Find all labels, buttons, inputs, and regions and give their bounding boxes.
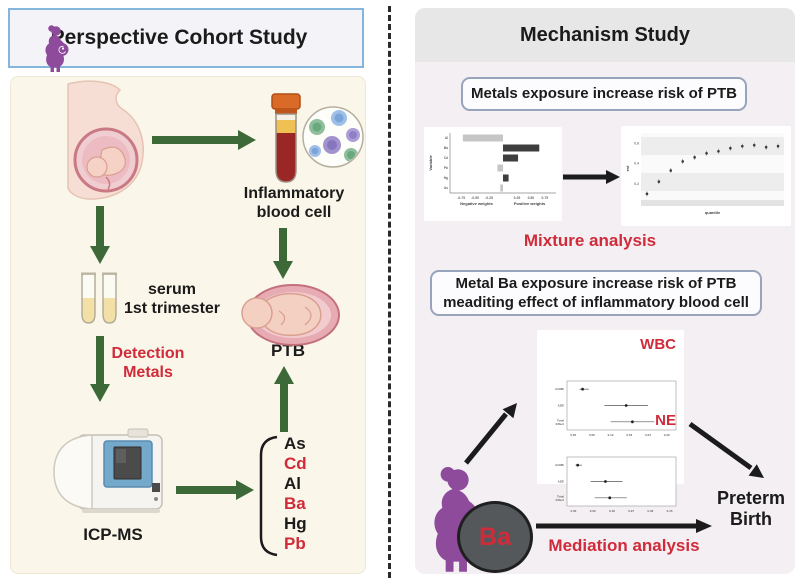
mediation-analysis-label: Mediation analysis <box>548 536 700 555</box>
svg-text:Positive weights: Positive weights <box>514 201 546 206</box>
svg-text:0.50: 0.50 <box>528 196 535 200</box>
svg-text:0.27: 0.27 <box>628 509 634 513</box>
svg-text:Ba: Ba <box>444 146 448 150</box>
icpms-machine-illustration <box>53 428 163 513</box>
ba-circle: Ba <box>457 501 533 573</box>
svg-text:0.18: 0.18 <box>626 433 632 437</box>
weights-chart-card: Al Ba Cd Pb Hg As -0.75 -0.50 -0.25 0.25 0.50 0.75 N… <box>424 127 562 221</box>
svg-text:Effect: Effect <box>556 498 564 502</box>
svg-text:0.24: 0.24 <box>645 433 651 437</box>
blood-cells-illustration <box>302 106 364 168</box>
finding2-line2: meaditing effect of inflammatory blood c… <box>443 294 749 311</box>
ptb-baby-illustration <box>241 284 340 346</box>
metal-item: As <box>284 434 306 453</box>
svg-text:quantile: quantile <box>705 210 721 215</box>
svg-text:Hg: Hg <box>444 176 448 180</box>
inflammatory-line1: Inflammatory <box>243 185 345 202</box>
serum-label: serum 1st trimester <box>118 281 226 319</box>
ne-label: NE <box>655 412 676 429</box>
pregnant-belly-illustration <box>67 80 144 200</box>
svg-text:0.75: 0.75 <box>542 196 549 200</box>
metal-item: Hg <box>284 514 307 533</box>
svg-text:0.45: 0.45 <box>667 509 673 513</box>
svg-text:0.6: 0.6 <box>634 141 639 145</box>
metal-item: Cd <box>284 454 307 473</box>
svg-text:est: est <box>625 165 630 171</box>
svg-text:0.4: 0.4 <box>634 162 639 166</box>
right-panel-title: Mechanism Study <box>415 8 795 62</box>
panel-divider <box>388 6 391 578</box>
tornado-chart: Al Ba Cd Pb Hg As -0.75 -0.50 -0.25 0.25 0.50 0.75 N… <box>428 133 556 206</box>
svg-text:-0.25: -0.25 <box>485 196 493 200</box>
finding1-text: Metals exposure increase risk of PTB <box>471 85 737 103</box>
svg-text:0.12: 0.12 <box>608 433 614 437</box>
svg-text:0.36: 0.36 <box>647 509 653 513</box>
svg-text:Al: Al <box>445 136 448 140</box>
svg-text:0.30: 0.30 <box>664 433 670 437</box>
scatter-chart: 0.2 0.4 0.6 quantile est <box>625 133 784 215</box>
detection-metals-label: Detection Metals <box>107 345 189 383</box>
svg-text:Negative weights: Negative weights <box>460 201 493 206</box>
blood-tube-illustration <box>271 93 301 183</box>
svg-text:ADE: ADE <box>558 404 564 408</box>
svg-text:Effect: Effect <box>556 422 564 426</box>
svg-text:0.00: 0.00 <box>570 433 576 437</box>
metal-item: Al <box>284 474 301 493</box>
svg-text:Pb: Pb <box>444 166 448 170</box>
metal-item: Ba <box>284 494 306 513</box>
pregnant-woman-icon <box>45 24 69 73</box>
svg-text:ACME: ACME <box>555 387 564 391</box>
inflammatory-line2: blood cell <box>256 203 332 221</box>
ba-label: Ba <box>479 522 511 551</box>
svg-text:ACME: ACME <box>555 463 564 467</box>
mediation-charts-card: ACME ADE Total Effect 0.00 0.06 0.12 0.18 0.24 0.… <box>537 330 684 513</box>
preterm-line1: Preterm <box>716 488 786 508</box>
metal-item: Pb <box>284 534 306 553</box>
svg-text:0.25: 0.25 <box>514 196 521 200</box>
overall-effect-chart-card: 0.2 0.4 0.6 quantile est <box>621 126 791 226</box>
svg-text:Total: Total <box>557 494 564 498</box>
svg-text:0.18: 0.18 <box>609 509 615 513</box>
finding-box-2: Metal Ba exposure increase risk of PTB m… <box>430 270 762 316</box>
wbc-label: WBC <box>640 336 676 353</box>
inflammatory-label: Inflammatory blood cell <box>228 185 360 223</box>
detection-line1: Detection <box>111 345 185 362</box>
mixture-analysis-label: Mixture analysis <box>523 231 657 250</box>
svg-text:ADE: ADE <box>558 480 564 484</box>
icpms-label: ICP-MS <box>83 525 143 544</box>
serum-line2: 1st trimester <box>123 299 221 317</box>
finding2-line1: Metal Ba exposure increase risk of PTB <box>455 274 737 292</box>
detection-line2: Metals <box>123 363 173 381</box>
finding-box-1: Metals exposure increase risk of PTB <box>461 77 747 111</box>
svg-text:0.09: 0.09 <box>590 509 596 513</box>
svg-text:Cd: Cd <box>444 156 448 160</box>
svg-text:0.2: 0.2 <box>634 182 639 186</box>
svg-text:Total: Total <box>557 418 564 422</box>
serum-tubes-illustration <box>81 272 117 324</box>
preterm-line2: Birth <box>730 509 772 530</box>
svg-text:Variable: Variable <box>428 155 433 171</box>
left-panel-title: Perspective Cohort Study <box>50 26 308 49</box>
svg-text:As: As <box>444 186 448 190</box>
svg-text:-0.50: -0.50 <box>471 196 479 200</box>
svg-text:-0.75: -0.75 <box>457 196 465 200</box>
preterm-birth-label: Preterm Birth <box>703 488 799 530</box>
left-title-box: Perspective Cohort Study <box>8 8 364 73</box>
metals-list: As Cd Al Ba Hg Pb <box>284 434 307 554</box>
svg-text:0.06: 0.06 <box>589 433 595 437</box>
serum-line1: serum <box>147 281 197 298</box>
svg-text:0.00: 0.00 <box>570 509 576 513</box>
